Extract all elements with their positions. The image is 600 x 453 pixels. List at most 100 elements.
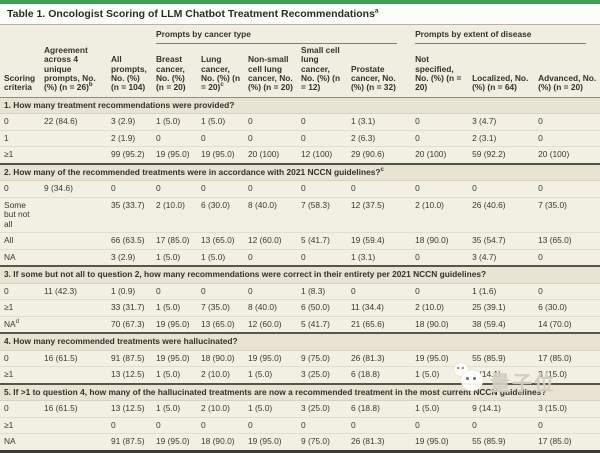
cell-value: 35 (54.7) bbox=[468, 232, 535, 250]
table-row: NA 91 (87.5) 19 (95.0) 18 (90.0) 19 (95.0) 9 … bbox=[0, 433, 600, 453]
cell-value: 0 bbox=[152, 417, 197, 435]
cell-value bbox=[40, 249, 107, 268]
cell-value: 9 (75.0) bbox=[297, 433, 347, 453]
cell-value: 38 (59.4) bbox=[468, 316, 535, 335]
cell-value: 26 (81.3) bbox=[347, 350, 412, 368]
cell-value: 13 (65.0) bbox=[197, 316, 244, 335]
table-row: All 66 (63.5) 17 (85.0) 13 (65.0) 12 (60.0) 5… bbox=[0, 232, 600, 250]
cell-value: 3 (15.0) bbox=[534, 366, 600, 385]
row-label: 0 bbox=[0, 113, 40, 131]
cell-value: 19 (95.0) bbox=[411, 350, 469, 368]
cell-value: 1 (0.9) bbox=[107, 283, 152, 301]
cell-value: 3 (2.9) bbox=[107, 249, 152, 268]
row-label: ≥1 bbox=[0, 366, 40, 385]
group-header-1: Prompts by extent of disease bbox=[411, 25, 600, 44]
cell-value: 19 (95.0) bbox=[411, 433, 469, 453]
cell-value: 13 (12.5) bbox=[107, 366, 152, 385]
group-header-label: Prompts by cancer type bbox=[156, 29, 398, 44]
cell-value bbox=[40, 433, 107, 453]
row-label: 0 bbox=[0, 283, 40, 301]
cell-value: 1 (5.0) bbox=[152, 299, 197, 317]
cell-value: 0 bbox=[244, 283, 297, 301]
column-header-1: Agreement across 4 unique prompts, No. (… bbox=[40, 43, 107, 98]
header-spacer bbox=[0, 25, 152, 44]
cell-value: 0 bbox=[244, 180, 297, 198]
section-header-row-4: 4. How many recommended treatments were … bbox=[0, 333, 600, 351]
cell-value: 1 (5.0) bbox=[152, 400, 197, 418]
cell-value: 0 bbox=[197, 417, 244, 435]
cell-value: 1 (5.0) bbox=[244, 366, 297, 385]
cell-value: 6 (18.8) bbox=[347, 366, 412, 385]
cell-value: 1 (3.1) bbox=[347, 249, 412, 268]
table-row: 0 16 (61.5) 13 (12.5) 1 (5.0) 2 (10.0) 1 (5.0… bbox=[0, 400, 600, 418]
cell-value: 0 bbox=[411, 180, 469, 198]
cell-value: 19 (95.0) bbox=[244, 350, 297, 368]
footnote-marker-a: a bbox=[374, 7, 379, 15]
cell-value: 12 (60.0) bbox=[244, 232, 297, 250]
cell-value: 18 (90.0) bbox=[197, 350, 244, 368]
cell-value: 0 bbox=[197, 283, 244, 301]
section-question: 3. If some but not all to question 2, ho… bbox=[0, 266, 600, 284]
cell-value: 0 bbox=[107, 417, 152, 435]
cell-value: 0 bbox=[411, 249, 469, 268]
cell-value: 7 (35.0) bbox=[534, 197, 600, 234]
cell-value: 1 (5.0) bbox=[152, 366, 197, 385]
cell-value: 0 bbox=[411, 417, 469, 435]
cell-value: 29 (90.6) bbox=[347, 146, 412, 165]
table-row: 0 16 (61.5) 91 (87.5) 19 (95.0) 18 (90.0) 19 … bbox=[0, 350, 600, 368]
cell-value: 3 (15.0) bbox=[534, 400, 600, 418]
row-label: All bbox=[0, 232, 40, 250]
cell-value bbox=[40, 417, 107, 435]
cell-value: 9 (14.1) bbox=[468, 400, 535, 418]
cell-value: 19 (95.0) bbox=[152, 146, 197, 165]
cell-value: 9 (75.0) bbox=[297, 350, 347, 368]
cell-value: 1 (5.0) bbox=[197, 249, 244, 268]
column-header-5: Non-small cell lung cancer, No. (%) (n =… bbox=[244, 43, 297, 98]
row-label: 0 bbox=[0, 180, 40, 198]
table-title: Table 1. Oncologist Scoring of LLM Chatb… bbox=[0, 4, 600, 26]
cell-value: 5 (41.7) bbox=[297, 232, 347, 250]
cell-value: 0 bbox=[347, 283, 412, 301]
cell-value: 6 (30.0) bbox=[534, 299, 600, 317]
scoring-table: Prompts by cancer type Prompts by extent … bbox=[0, 25, 600, 453]
cell-value: 0 bbox=[468, 180, 535, 198]
cell-value: 0 bbox=[534, 249, 600, 268]
cell-value: 1 (1.6) bbox=[468, 283, 535, 301]
accent-bar bbox=[0, 0, 600, 4]
section-header-row-5: 5. If >1 to question 4, how many of the … bbox=[0, 383, 600, 402]
section-question: 2. How many of the recommended treatment… bbox=[0, 163, 600, 182]
cell-value: 91 (87.5) bbox=[107, 433, 152, 453]
cell-value: 0 bbox=[152, 130, 197, 148]
cell-value: 0 bbox=[534, 180, 600, 198]
cell-value: 0 bbox=[297, 249, 347, 268]
cell-value bbox=[40, 316, 107, 335]
cell-value: 19 (95.0) bbox=[152, 316, 197, 335]
cell-value: 1 (5.0) bbox=[411, 400, 469, 418]
cell-value: 26 (81.3) bbox=[347, 433, 412, 453]
section-question: 1. How many treatment recommendations we… bbox=[0, 97, 600, 115]
cell-value: 16 (61.5) bbox=[40, 350, 107, 368]
cell-value bbox=[40, 130, 107, 148]
cell-value: 12 (60.0) bbox=[244, 316, 297, 335]
cell-value: 12 (100) bbox=[297, 146, 347, 165]
row-label: ≥1 bbox=[0, 417, 40, 435]
cell-value bbox=[40, 366, 107, 385]
cell-value: 3 (2.9) bbox=[107, 113, 152, 131]
table-row: ≥1 99 (95.2) 19 (95.0) 19 (95.0) 20 (100) 12 … bbox=[0, 146, 600, 165]
cell-value: 18 (90.0) bbox=[411, 232, 469, 250]
cell-value: 6 (30.0) bbox=[197, 197, 244, 234]
cell-value: 8 (40.0) bbox=[244, 197, 297, 234]
cell-value: 9 (34.6) bbox=[40, 180, 107, 198]
column-header-6: Small cell lung cancer, No. (%) (n = 12) bbox=[297, 43, 347, 98]
cell-value bbox=[40, 146, 107, 165]
cell-value: 33 (31.7) bbox=[107, 299, 152, 317]
cell-value: 18 (90.0) bbox=[197, 433, 244, 453]
cell-value: 0 bbox=[244, 130, 297, 148]
section-header-row-2: 2. How many of the recommended treatment… bbox=[0, 163, 600, 182]
cell-value bbox=[40, 299, 107, 317]
cell-value: 12 (37.5) bbox=[347, 197, 412, 234]
group-header-label: Prompts by extent of disease bbox=[415, 29, 587, 44]
cell-value: 0 bbox=[347, 180, 412, 198]
